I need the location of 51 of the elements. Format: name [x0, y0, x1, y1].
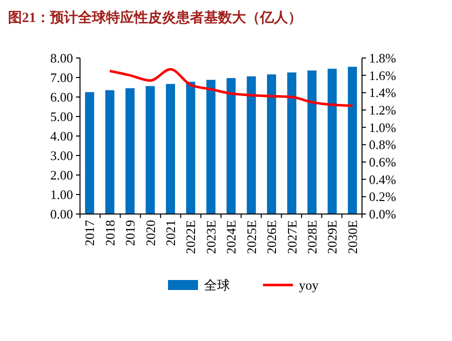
y2-tick-label: 1.0% — [369, 120, 396, 135]
y2-tick-label: 0.0% — [369, 206, 396, 222]
x-tick-label: 2017 — [82, 220, 98, 246]
line-series — [108, 68, 354, 107]
x-tick-label: 2027E — [284, 220, 300, 254]
x-tick-label: 2025E — [244, 220, 259, 254]
bar — [105, 90, 114, 214]
y2-tick-label: 0.8% — [369, 137, 396, 152]
x-tick-label: 2021 — [163, 220, 178, 246]
y-tick-label: 6.00 — [50, 90, 73, 105]
bar — [328, 68, 337, 214]
y2-tick-label: 0.6% — [369, 154, 396, 170]
bar — [266, 74, 276, 214]
y-tick-label: 4.00 — [50, 128, 73, 144]
bar — [226, 78, 236, 214]
y2-tick-label: 1.2% — [369, 102, 396, 118]
y2-tick-label: 1.6% — [369, 68, 396, 83]
bar — [186, 82, 196, 214]
x-tick-label: 2020 — [142, 220, 158, 246]
bar — [206, 80, 216, 214]
x-tick-label: 2022E — [183, 220, 198, 254]
x-tick-label: 2030E — [344, 220, 360, 254]
x-tick-label: 2018 — [102, 220, 118, 246]
bar — [85, 92, 94, 214]
x-tick-label: 2026E — [264, 220, 280, 254]
bar — [166, 84, 176, 214]
bar — [246, 76, 256, 214]
y-tick-label: 0.00 — [50, 206, 73, 222]
bar — [125, 88, 135, 214]
y-tick-label: 3.00 — [50, 148, 73, 164]
x-tick-label: 2023E — [203, 220, 218, 254]
y2-tick-label: 1.8% — [369, 50, 396, 66]
bar — [348, 66, 357, 214]
y2-tick-label: 0.2% — [369, 189, 396, 204]
y2-tick-label: 0.4% — [369, 172, 396, 187]
y-tick-label: 2.00 — [50, 168, 73, 183]
chart-title: 图21：预计全球特应性皮炎患者基数大（亿人） — [8, 9, 302, 26]
legend-label: yoy — [299, 278, 319, 293]
bar — [146, 86, 155, 214]
x-tick-label: 2024E — [224, 220, 239, 254]
x-tick-label: 2029E — [324, 220, 340, 254]
bar — [307, 70, 317, 214]
y-tick-label: 7.00 — [50, 70, 73, 86]
y-tick-label: 5.00 — [50, 109, 73, 124]
y-tick-label: 1.00 — [50, 187, 73, 202]
y2-tick-label: 1.4% — [369, 85, 396, 100]
x-tick-label: 2019 — [122, 220, 138, 246]
y-tick-label: 8.00 — [50, 50, 73, 66]
legend-label: 全球 — [204, 278, 230, 293]
bar — [287, 72, 296, 214]
x-tick-label: 2028E — [304, 220, 320, 254]
